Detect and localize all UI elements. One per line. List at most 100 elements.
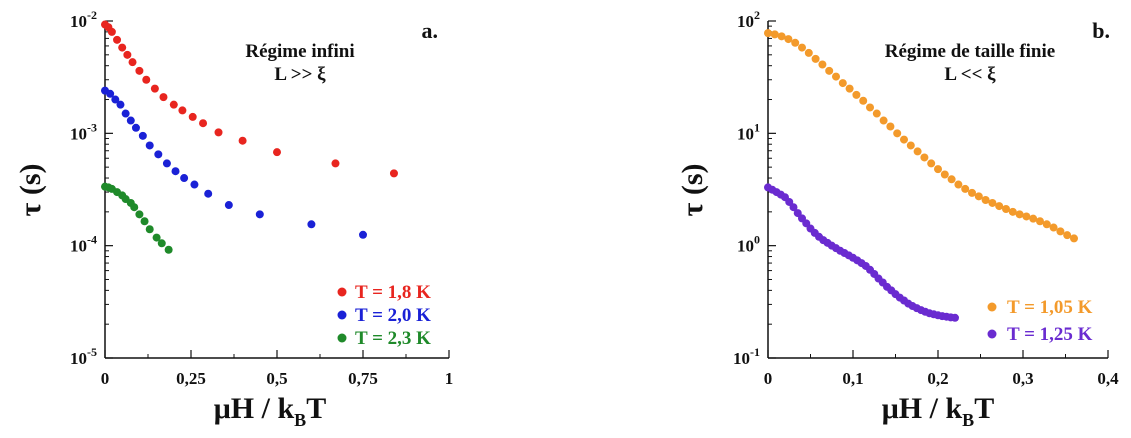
- panel-b-y-tick-label: 100: [737, 233, 760, 256]
- panel-b-data-point: [764, 29, 772, 38]
- panel-b-data-point: [954, 180, 963, 189]
- panel-a-data-point: [123, 50, 132, 59]
- panel-a-data-point: [150, 84, 159, 93]
- panel-b-x-tick-label: 0,2: [927, 369, 948, 388]
- panel-b-series-1: [764, 183, 959, 322]
- panel-b-label: b.: [1092, 18, 1110, 43]
- panel-b-legend-marker: [987, 302, 997, 312]
- panel-a-data-point: [171, 167, 180, 176]
- panel-a-y-tick-label: 10-3: [70, 120, 97, 143]
- panel-a-data-point: [389, 169, 398, 178]
- panel-a-data-point: [190, 180, 199, 189]
- panel-b-data-point: [981, 195, 990, 204]
- panel-a-legend-marker: [337, 287, 347, 297]
- panel-a-data-point: [121, 109, 130, 118]
- panel-a-data-point: [180, 174, 189, 183]
- panel-b-legend-label: T = 1,25 K: [1007, 324, 1093, 345]
- panel-a-data-point: [142, 75, 151, 84]
- panel-a-data-point: [140, 217, 149, 226]
- panel-b-data-point: [1070, 234, 1078, 243]
- panel-a-x-tick-label: 0,25: [176, 369, 206, 388]
- panel-b-data-point: [913, 147, 922, 156]
- panel-a-y-axis-title: τ (s): [14, 164, 47, 217]
- panel-a-data-point: [238, 136, 247, 145]
- panel-a-data-point: [188, 112, 197, 121]
- panel-b-data-point: [838, 79, 847, 88]
- panel-b-legend-marker: [987, 329, 997, 339]
- panel-a-data-point: [162, 159, 171, 168]
- panel-a-series-1: [101, 86, 367, 239]
- panel-b-data-point: [811, 54, 820, 63]
- panel-b-data-point: [770, 30, 779, 39]
- panel-b-data-point: [961, 184, 970, 193]
- panel-a-data-point: [135, 210, 144, 219]
- panel-b-data-point: [872, 109, 881, 118]
- panel-b-data-point: [845, 84, 854, 93]
- panel-a-data-point: [331, 159, 340, 168]
- panel-a-data-point: [154, 150, 163, 159]
- panel-b-x-tick-label: 0,3: [1012, 369, 1033, 388]
- panel-a-series-0: [101, 20, 398, 178]
- panel-b-data-point: [1036, 217, 1044, 226]
- panel-a-x-tick-label: 0: [101, 369, 110, 388]
- panel-a-y-tick-label: 10-2: [70, 8, 97, 31]
- panel-b-data-point: [906, 141, 915, 150]
- panel-b-annotation-line: L << ξ: [944, 64, 996, 85]
- panel-a-data-point: [130, 203, 139, 212]
- panel-a-y-tick-label: 10-4: [70, 233, 97, 256]
- panel-b-data-point: [927, 159, 936, 168]
- panel-b-x-tick-label: 0,4: [1097, 369, 1119, 388]
- panel-b-annotation-line: Régime de taille finie: [885, 41, 1055, 62]
- panel-b-legend-label: T = 1,05 K: [1007, 297, 1093, 318]
- panel-b-data-point: [791, 38, 800, 47]
- panel-b-x-tick-label: 0: [764, 369, 773, 388]
- panel-b-data-point: [988, 198, 997, 207]
- panel-b-data-point: [798, 43, 806, 52]
- panel-a-data-point: [126, 116, 135, 125]
- panel-b-data-point: [940, 170, 949, 179]
- panel-a-x-tick-label: 0,75: [348, 369, 378, 388]
- panel-b-data-point: [1015, 210, 1024, 219]
- panel-b-data-point: [784, 35, 793, 44]
- panel-b-data-point: [893, 129, 902, 138]
- panel-b-y-tick-label: 102: [737, 8, 760, 31]
- panel-a-data-point: [307, 220, 316, 229]
- panel-a-legend-marker: [337, 333, 347, 343]
- panel-a-annotation-line: Régime infini: [245, 41, 354, 62]
- panel-b-data-point: [825, 66, 834, 75]
- panel-a-data-point: [214, 128, 223, 137]
- panel-a-x-tick-label: 0,5: [266, 369, 287, 388]
- panel-a-data-point: [199, 119, 208, 128]
- panel-b-series-0: [764, 29, 1078, 243]
- panel-a-data-point: [106, 89, 115, 98]
- panel-a-label: a.: [422, 18, 439, 43]
- panel-a-series-2: [101, 182, 173, 254]
- panel-a-data-point: [359, 230, 367, 239]
- panel-b-data-point: [1022, 212, 1031, 221]
- panel-a-data-point: [145, 225, 154, 234]
- panel-a-data-point: [145, 141, 154, 150]
- panel-b-data-point: [886, 122, 895, 131]
- panel-b-y-tick-label: 10-1: [733, 345, 760, 368]
- panel-a-data-point: [255, 210, 264, 219]
- panel-b-data-point: [789, 203, 798, 212]
- panel-b-data-point: [777, 32, 786, 41]
- panel-a-x-axis-title: μH / kBT: [214, 392, 326, 430]
- panel-b-y-axis-title: τ (s): [676, 164, 709, 217]
- panel-b-data-point: [879, 116, 888, 125]
- panel-a-data-point: [113, 35, 122, 44]
- panel-a-data-point: [169, 100, 178, 109]
- panel-a-data-point: [204, 189, 213, 198]
- panel-b-data-point: [1002, 205, 1010, 214]
- panel-b-data-point: [900, 135, 908, 144]
- panel-b-data-point: [859, 96, 868, 105]
- panel-a-data-point: [111, 95, 120, 104]
- panel-a-legend-marker: [337, 310, 347, 320]
- panel-b-data-point: [951, 313, 959, 322]
- panel-a-data-point: [152, 233, 161, 242]
- panel-b-data-point: [934, 165, 942, 174]
- panel-a-data-point: [107, 27, 116, 36]
- panel-b-x-tick-label: 0,1: [842, 369, 863, 388]
- panel-b-data-point: [852, 90, 861, 99]
- panel-a-data-point: [131, 123, 140, 132]
